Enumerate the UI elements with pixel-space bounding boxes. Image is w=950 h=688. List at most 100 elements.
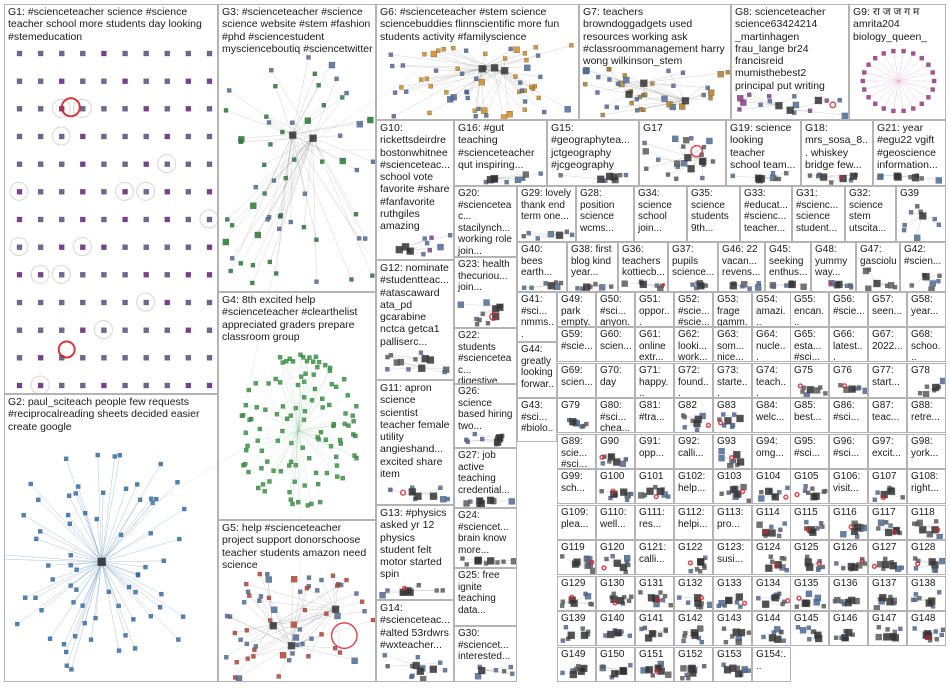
group-g57-cell: G57: seen...	[868, 292, 907, 327]
group-g122-network	[687, 555, 708, 574]
group-g121-cell: G121: calli...	[635, 540, 674, 575]
group-g68-label: G68: schoo...	[911, 329, 941, 362]
group-g35-label: G35: science students 9th...	[691, 188, 732, 234]
group-g20-cell: G20: #scienceteac... stacilynch... worki…	[454, 186, 517, 257]
group-g30-network	[474, 664, 515, 680]
group-g117-network	[876, 519, 903, 537]
group-g4-label: G4: 8th excited help #scienceteacher #cl…	[222, 294, 361, 343]
group-g61-label: G61: online extr...	[639, 329, 669, 362]
group-g137-cell: G137	[868, 576, 907, 611]
group-g134-cell: G134	[752, 576, 791, 611]
group-g120-network	[601, 554, 631, 574]
group-g128-network	[912, 556, 945, 573]
group-g114-label: G114	[756, 507, 780, 518]
group-g83-cell: G83	[713, 398, 752, 433]
group-g4-network	[239, 352, 359, 508]
group-g37-cell: G37: pupils science...	[668, 242, 718, 292]
group-g107-network	[872, 485, 905, 502]
group-g22-label: G22: students #scienceteac... digestive.…	[458, 330, 512, 384]
group-g146-cell: G146	[829, 611, 868, 646]
group-g98-label: G98: york...	[911, 436, 939, 459]
group-g107-cell: G107	[868, 469, 907, 504]
group-g143-network	[721, 626, 751, 645]
group-g14-cell: G14: #scienceteac... #alted 53rdwrs #wxt…	[376, 600, 454, 682]
group-g149-label: G149	[561, 649, 586, 660]
group-g55-cell: G55: encan... nueva...	[790, 292, 829, 327]
group-g122-label: G122	[678, 542, 703, 553]
group-g102-cell: G102: help...	[674, 469, 713, 504]
group-g76-label: G76	[833, 365, 852, 376]
group-g36-cell: G36: teachers kottiecb...	[618, 242, 668, 292]
group-g106-label: G106: visit...	[833, 471, 864, 494]
group-g58-cell: G58: year...	[907, 292, 946, 327]
group-g39-network	[901, 204, 942, 241]
group-g126-network	[834, 557, 867, 572]
group-g1-network	[9, 50, 217, 393]
group-g142-network	[681, 625, 704, 645]
group-g4-cell: G4: 8th excited help #scienceteacher #cl…	[218, 292, 376, 520]
group-g148-cell: G148	[907, 611, 946, 646]
group-g86-label: G86: #sci...	[833, 400, 860, 423]
group-g37-label: G37: pupils science...	[672, 244, 715, 278]
group-g69-cell: G69: scien...	[557, 363, 596, 398]
group-g23-network	[457, 299, 504, 327]
group-g91-label: G91: opp...	[639, 436, 665, 459]
group-g79-cell: G79	[557, 398, 596, 433]
group-g20-label: G20: #scienceteac... stacilynch... worki…	[458, 188, 515, 257]
group-g139-network	[560, 624, 591, 643]
group-g65-cell: G65: esta... #sci...	[790, 327, 829, 362]
group-g66-cell: G66: latest...	[829, 327, 868, 362]
group-g6-network	[388, 43, 574, 119]
group-g25-label: G25: free ignite teaching data...	[458, 570, 503, 616]
group-g34-label: G34: science school join...	[638, 188, 675, 234]
group-g146-network	[833, 628, 855, 642]
group-g2-network	[5, 452, 187, 672]
group-g94-label: G94: omg...	[756, 436, 784, 459]
group-g32-cell: G32: science stem utscita...	[845, 186, 896, 242]
group-g48-network	[828, 280, 854, 290]
group-g140-label: G140	[600, 613, 625, 624]
group-g44-label: G44: greatly looking forwar...	[521, 344, 556, 398]
group-g116-label: G116	[833, 507, 857, 518]
group-g76-network	[838, 383, 867, 395]
group-g51-label: G51: oppor... agree...	[639, 294, 670, 327]
group-g19-network	[730, 171, 789, 184]
group-g127-cell: G127	[868, 540, 907, 575]
group-g34-cell: G34: science school join...	[634, 186, 687, 242]
group-g119-cell: G119	[557, 540, 596, 575]
group-g83-network	[717, 412, 744, 430]
group-g141-network	[639, 625, 668, 642]
group-g133-label: G133	[717, 578, 742, 589]
group-g139-cell: G139	[557, 611, 596, 646]
group-g47-label: G47: gasciolu	[860, 244, 897, 267]
group-g90-cell: G90	[596, 434, 635, 469]
group-g27-network	[463, 496, 515, 507]
group-g134-label: G134	[756, 578, 781, 589]
group-g115-label: G115	[794, 507, 818, 518]
group-g95-cell: G95: #sci...	[790, 434, 829, 469]
group-g123-cell: G123: susi...	[713, 540, 752, 575]
group-g135-label: G135	[794, 578, 819, 589]
group-g42-label: G42: #scien...	[904, 244, 942, 267]
group-g5-label: G5: help #scienceteacher project support…	[222, 522, 370, 571]
group-g63-label: G63: som... nice...	[717, 329, 748, 362]
group-g144-label: G144	[756, 613, 781, 624]
group-g109-label: G109: plea...	[561, 507, 592, 530]
group-g136-cell: G136	[829, 576, 868, 611]
group-g55-label: G55: encan... nueva...	[794, 294, 825, 327]
group-g124-cell: G124	[752, 540, 791, 575]
group-g143-label: G143	[717, 613, 742, 624]
group-g124-network	[765, 554, 789, 573]
group-g10-cell: G10: rickettsdeirdre bostonwhitnee #scie…	[376, 120, 454, 260]
group-g129-network	[559, 591, 594, 608]
group-g125-label: G125	[794, 542, 819, 553]
group-g27-label: G27: job active teaching credential...	[458, 450, 510, 496]
group-g73-cell: G73: starte...	[713, 363, 752, 398]
group-g140-cell: G140	[596, 611, 635, 646]
group-g17-cell: G17	[639, 120, 726, 186]
group-g151-label: G151	[639, 649, 664, 660]
group-g114-network	[756, 521, 787, 539]
group-g16-network	[483, 171, 543, 185]
group-g54-cell: G54: amazi... stude...	[752, 292, 791, 327]
group-g107-label: G107	[872, 471, 897, 482]
